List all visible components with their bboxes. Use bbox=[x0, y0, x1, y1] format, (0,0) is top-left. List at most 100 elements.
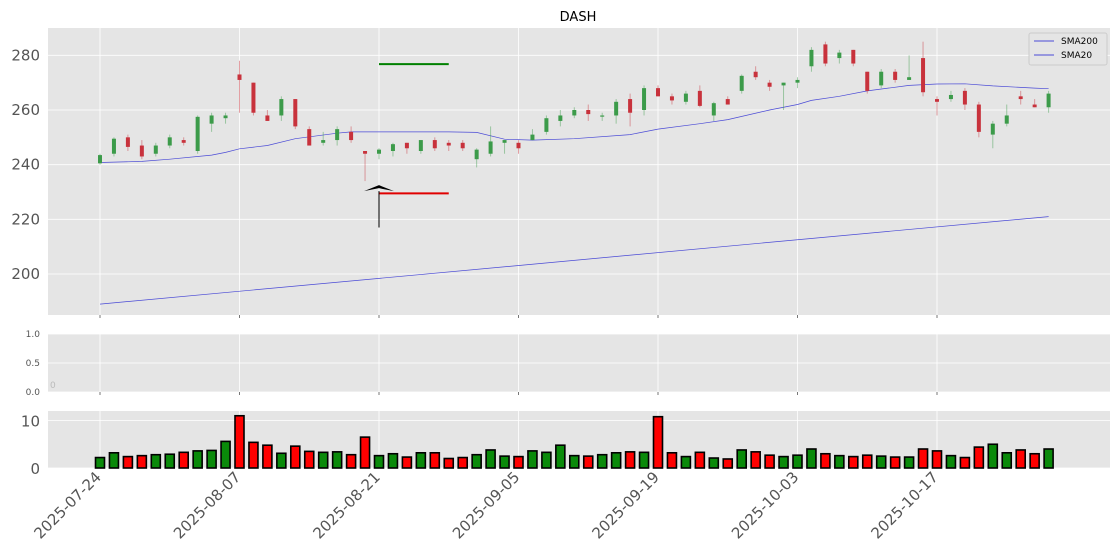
candle-body bbox=[851, 49, 856, 64]
volume-bar bbox=[513, 455, 524, 469]
candle-body bbox=[265, 115, 270, 121]
candle-body bbox=[363, 151, 368, 154]
volume-bar bbox=[94, 456, 106, 469]
volume-bar bbox=[861, 454, 873, 469]
candle-body bbox=[209, 115, 214, 124]
volume-bar bbox=[262, 444, 273, 469]
volume-bar bbox=[220, 440, 231, 469]
sma20-line bbox=[99, 83, 1049, 163]
volume-bar bbox=[541, 451, 552, 469]
candle-body bbox=[307, 129, 312, 146]
indicator-panel: 0.0 0.5 1.0 0 bbox=[26, 330, 1110, 398]
volume-bar bbox=[443, 457, 455, 469]
candle-body bbox=[600, 115, 605, 117]
volume-bar bbox=[917, 448, 929, 469]
volume-bar bbox=[457, 456, 469, 469]
volume-bar bbox=[638, 451, 650, 469]
volume-bar bbox=[150, 453, 162, 469]
legend-label-sma20: SMA20 bbox=[1061, 51, 1092, 61]
candle-body bbox=[614, 101, 619, 116]
candle-body bbox=[1032, 104, 1037, 108]
volume-bar bbox=[624, 451, 636, 469]
candle-body bbox=[474, 149, 479, 160]
volume-bar bbox=[429, 451, 441, 469]
volume-bar bbox=[708, 457, 720, 469]
candle-body bbox=[223, 115, 228, 119]
volume-bar bbox=[610, 451, 622, 469]
date-tick-label: 2025-09-05 bbox=[449, 468, 523, 542]
volume-bar bbox=[736, 449, 748, 469]
sma200-line bbox=[99, 216, 1049, 305]
volume-bar bbox=[778, 455, 789, 469]
price-tick-label: 280 bbox=[11, 46, 40, 64]
candle-body bbox=[139, 145, 144, 157]
chart-legend: SMA200 SMA20 bbox=[1028, 32, 1108, 66]
price-tick-label: 220 bbox=[11, 210, 40, 228]
date-tick-label: 2025-10-17 bbox=[867, 468, 941, 542]
volume-bar bbox=[387, 452, 399, 469]
volume-bar bbox=[1015, 449, 1027, 469]
price-panel: 200 220 240 260 280 bbox=[11, 28, 1110, 315]
candle-body bbox=[335, 129, 340, 141]
indicator-tick-label: 0.0 bbox=[26, 388, 41, 398]
volume-bar bbox=[164, 453, 176, 469]
volume-bar bbox=[875, 455, 887, 469]
volume-bar bbox=[847, 455, 859, 469]
candle-body bbox=[460, 142, 465, 149]
indicator-marker-label: 0 bbox=[50, 381, 56, 391]
candle-body bbox=[349, 131, 354, 141]
candle-body bbox=[153, 145, 158, 154]
candle-body bbox=[907, 77, 912, 80]
volume-bar bbox=[722, 458, 734, 469]
volume-bar bbox=[136, 454, 148, 469]
candle-body bbox=[628, 99, 633, 113]
volume-bar bbox=[694, 451, 706, 469]
candle-body bbox=[656, 88, 660, 97]
volume-bar bbox=[317, 451, 329, 469]
volume-bar bbox=[680, 455, 692, 469]
volume-bar bbox=[303, 450, 315, 469]
volume-bar bbox=[289, 445, 301, 469]
volume-bar bbox=[750, 451, 761, 469]
volume-panel: 0 10 bbox=[21, 411, 1110, 478]
candle-body bbox=[865, 71, 870, 91]
candle-body bbox=[781, 82, 786, 86]
volume-bar bbox=[834, 454, 845, 469]
candle-body bbox=[962, 90, 967, 105]
price-tick-label: 260 bbox=[11, 101, 40, 119]
volume-bar bbox=[122, 455, 134, 469]
candle-body bbox=[390, 144, 395, 151]
candle-body bbox=[558, 115, 563, 121]
candle-body bbox=[167, 137, 172, 146]
candle-body bbox=[739, 75, 744, 91]
candle-body bbox=[1004, 115, 1009, 124]
volume-bar bbox=[471, 453, 482, 469]
candle-body bbox=[795, 79, 800, 83]
volume-bar bbox=[1043, 448, 1054, 469]
candle-body bbox=[976, 104, 981, 132]
candle-body bbox=[642, 88, 647, 110]
volume-bar bbox=[345, 453, 357, 469]
volume-bar bbox=[401, 456, 413, 469]
candle-body bbox=[893, 71, 898, 80]
candle-body bbox=[98, 155, 102, 164]
volume-bar bbox=[666, 451, 678, 469]
candle-body bbox=[432, 140, 437, 149]
volume-bar bbox=[485, 449, 496, 469]
candle-body bbox=[293, 99, 298, 127]
candle-body bbox=[725, 99, 730, 105]
candle-body bbox=[195, 116, 200, 151]
volume-bar bbox=[1001, 451, 1013, 469]
candle-body bbox=[321, 140, 326, 143]
candle-body bbox=[683, 93, 688, 102]
price-tick-label: 240 bbox=[11, 156, 40, 174]
volume-bar bbox=[820, 452, 831, 469]
candle-body bbox=[990, 123, 995, 135]
candle-body bbox=[823, 44, 828, 64]
volume-bar bbox=[889, 456, 901, 469]
candle-body bbox=[879, 71, 884, 86]
price-tick-label: 200 bbox=[11, 265, 40, 283]
volume-bar bbox=[331, 451, 343, 469]
volume-bar bbox=[206, 449, 217, 469]
